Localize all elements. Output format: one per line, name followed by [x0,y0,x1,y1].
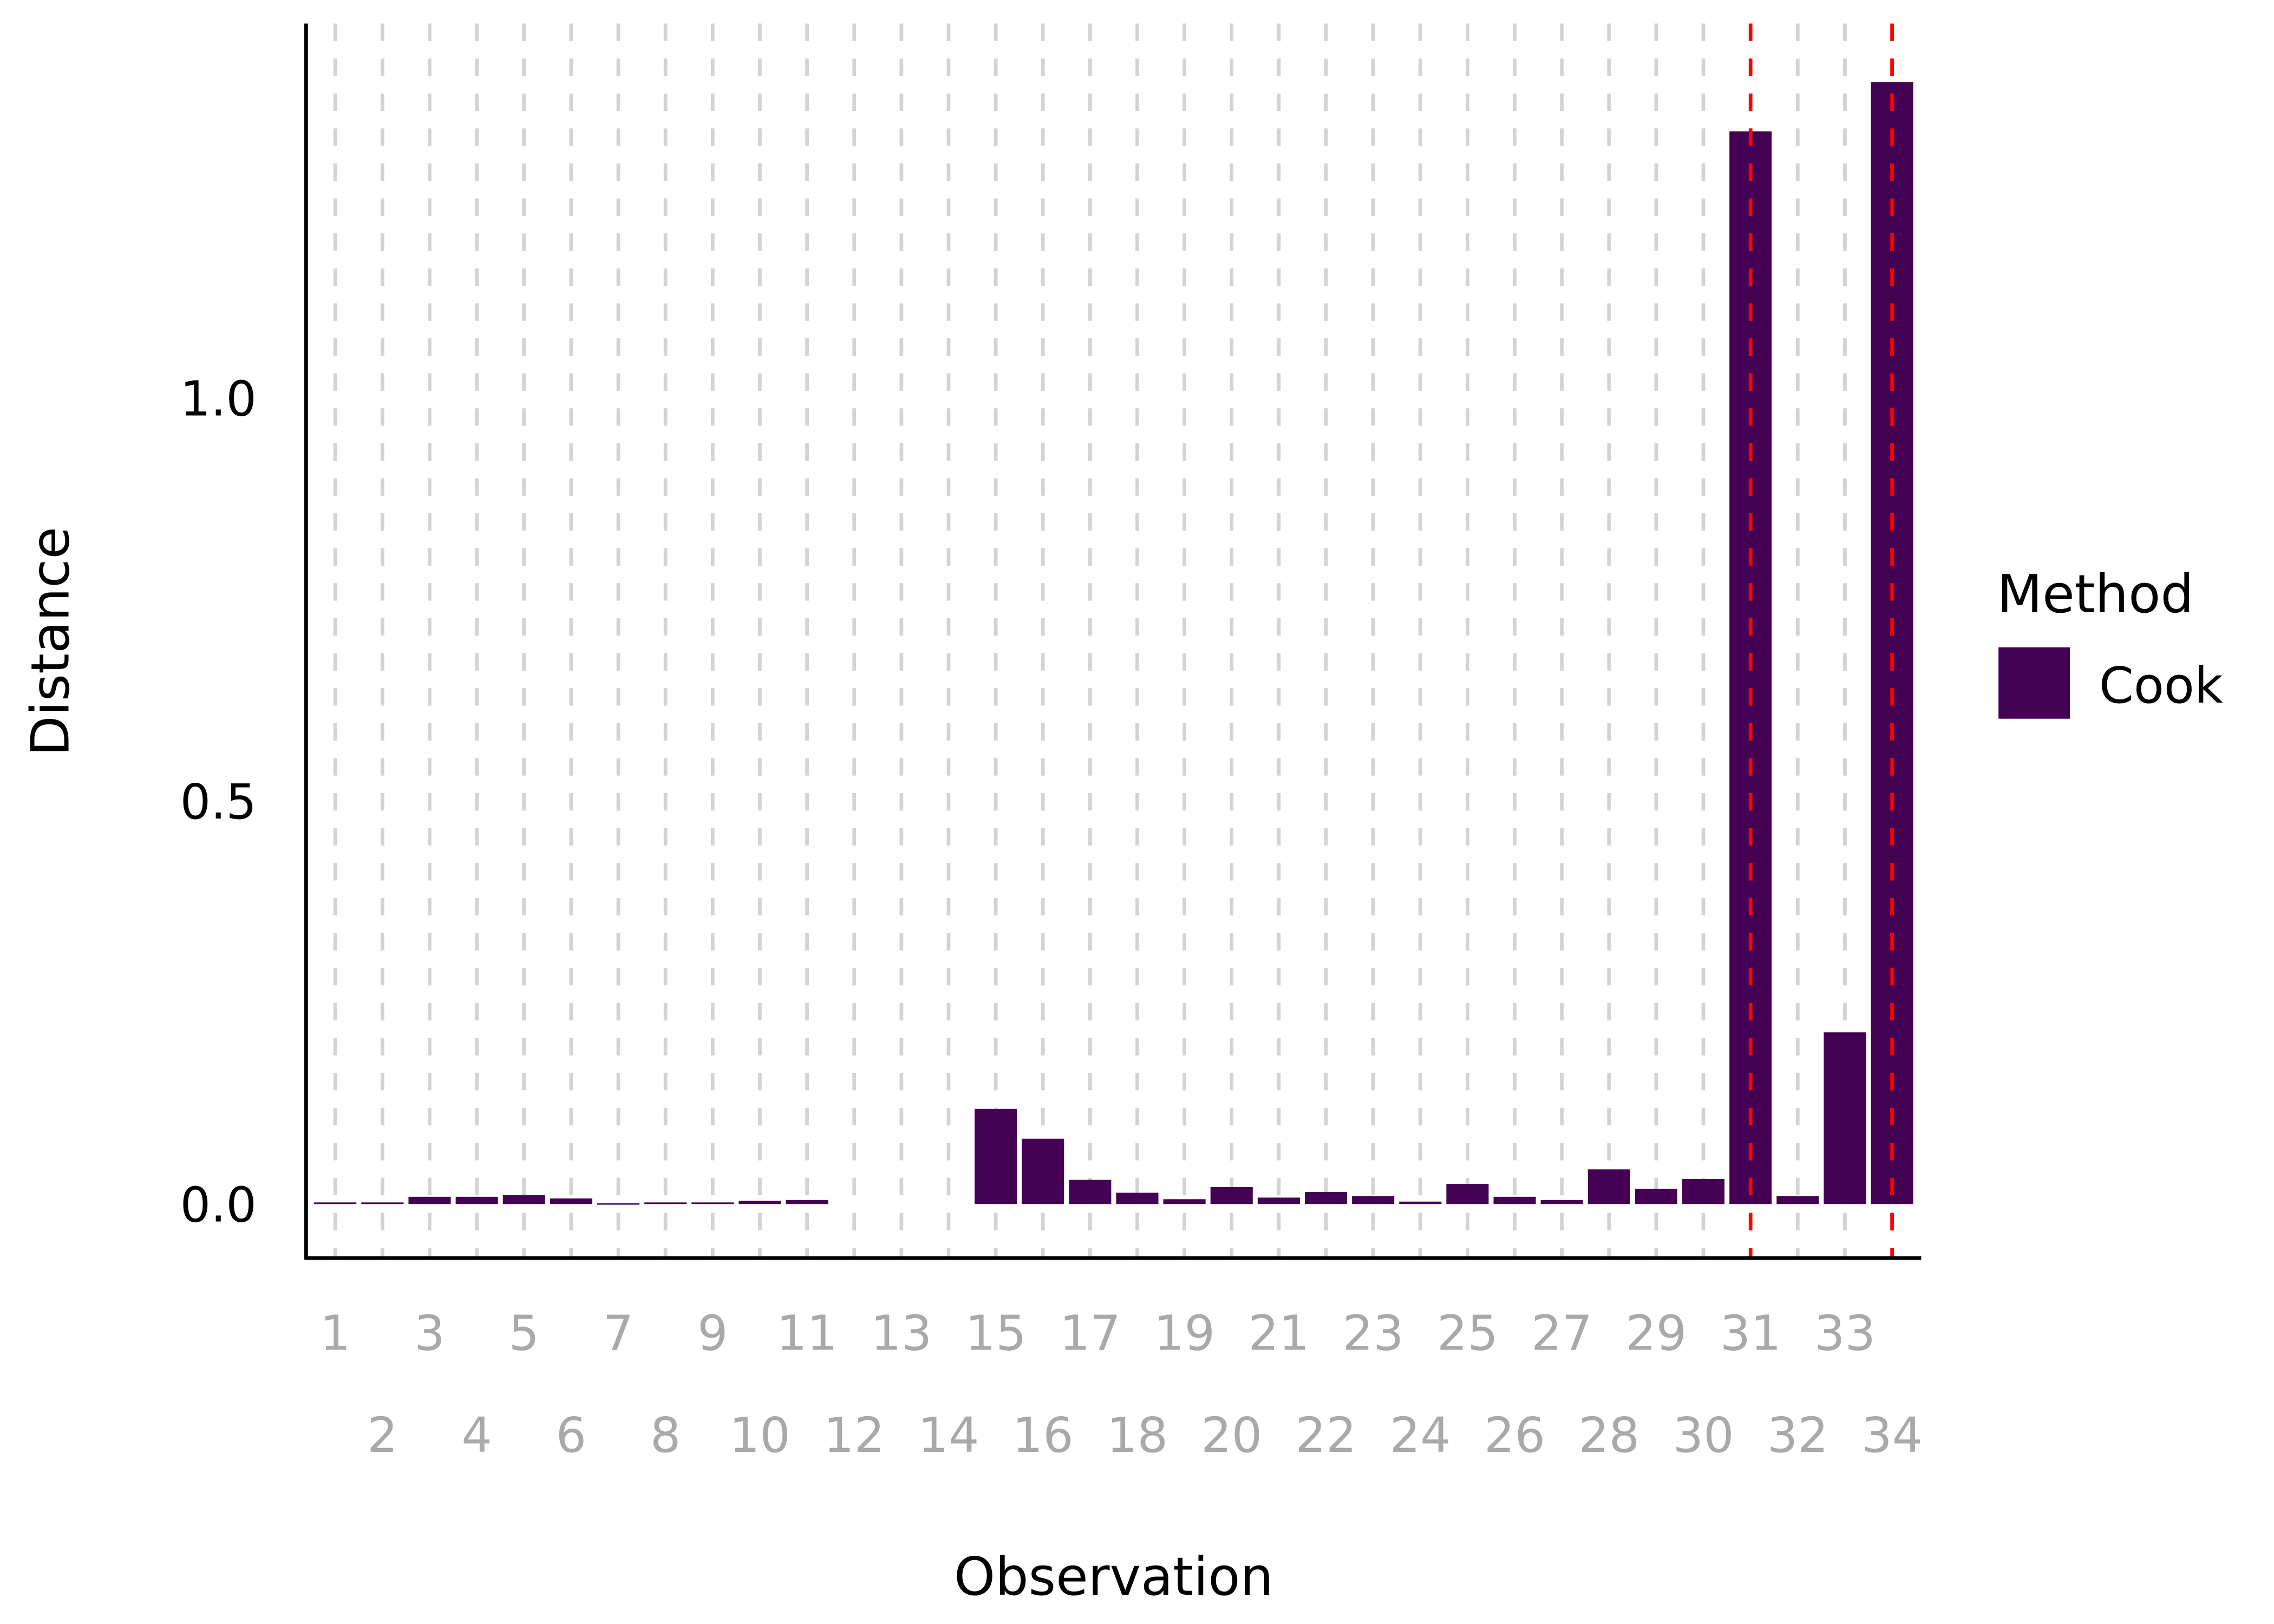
x-tick-label-21: 21 [1248,1305,1309,1361]
x-tick-label-29: 29 [1625,1305,1687,1361]
bar-21 [1257,1197,1300,1204]
y-tick-label-0.5: 0.5 [180,774,257,830]
legend-swatch-cook [1998,647,2070,719]
gridlines [333,23,1894,1258]
bar-25 [1446,1184,1489,1204]
bar-15 [975,1109,1017,1204]
bar-30 [1682,1179,1725,1204]
x-tick-label-20: 20 [1201,1407,1262,1463]
bar-11 [786,1200,828,1204]
x-tick-label-2: 2 [367,1407,398,1463]
x-tick-label-23: 23 [1343,1305,1404,1361]
bar-32 [1776,1196,1819,1204]
x-tick-label-14: 14 [918,1407,979,1463]
x-tick-labels: 1234567891011121314151617181920212223242… [320,1305,1923,1463]
y-tick-label-0.0: 0.0 [180,1177,257,1233]
x-tick-label-3: 3 [414,1305,445,1361]
bar-24 [1399,1201,1442,1204]
bar-29 [1635,1188,1677,1204]
legend: Method Cook [1997,564,2223,719]
bar-7 [597,1203,640,1205]
x-tick-label-4: 4 [461,1407,492,1463]
bar-28 [1587,1169,1630,1204]
x-axis-title: Observation [954,1546,1273,1607]
x-tick-label-10: 10 [729,1407,790,1463]
x-tick-label-32: 32 [1767,1407,1828,1463]
x-tick-label-24: 24 [1390,1407,1451,1463]
x-tick-label-11: 11 [776,1305,838,1361]
legend-label-cook: Cook [2099,657,2223,715]
x-tick-label-19: 19 [1154,1305,1215,1361]
bar-9 [691,1202,734,1204]
y-tick-labels: 0.0 0.5 1.0 [180,371,257,1233]
x-tick-label-13: 13 [871,1305,932,1361]
bar-33 [1824,1032,1866,1204]
x-tick-label-12: 12 [824,1407,885,1463]
bar-6 [550,1198,592,1204]
bar-17 [1069,1180,1112,1204]
x-tick-label-1: 1 [320,1305,351,1361]
x-tick-label-34: 34 [1861,1407,1923,1463]
bar-19 [1163,1199,1206,1204]
x-tick-label-27: 27 [1531,1305,1592,1361]
bar-23 [1352,1196,1395,1204]
bar-4 [455,1196,498,1204]
bar-10 [739,1201,781,1204]
x-tick-label-9: 9 [697,1305,728,1361]
x-tick-label-33: 33 [1814,1305,1876,1361]
x-tick-label-6: 6 [556,1407,587,1463]
x-tick-label-17: 17 [1060,1305,1121,1361]
x-tick-label-22: 22 [1296,1407,1357,1463]
x-tick-label-25: 25 [1437,1305,1498,1361]
x-tick-label-18: 18 [1107,1407,1168,1463]
x-tick-label-28: 28 [1578,1407,1639,1463]
x-tick-label-31: 31 [1720,1305,1781,1361]
bar-26 [1493,1196,1536,1204]
y-tick-label-1.0: 1.0 [180,371,257,427]
x-tick-label-30: 30 [1673,1407,1734,1463]
bar-1 [314,1202,357,1204]
x-tick-label-5: 5 [509,1305,540,1361]
x-tick-label-16: 16 [1012,1407,1074,1463]
x-tick-label-8: 8 [650,1407,681,1463]
y-axis-title: Distance [20,527,81,756]
legend-title: Method [1997,564,2193,625]
bar-18 [1116,1193,1159,1204]
bar-2 [361,1202,404,1204]
x-tick-label-7: 7 [603,1305,634,1361]
bar-16 [1022,1138,1064,1204]
x-tick-label-15: 15 [965,1305,1027,1361]
x-tick-label-26: 26 [1484,1407,1545,1463]
bar-27 [1540,1200,1583,1204]
bar-8 [644,1202,687,1204]
bar-22 [1304,1191,1348,1204]
bar-3 [408,1196,451,1204]
bar-5 [502,1195,545,1204]
highlight-lines [1748,23,1894,1258]
bar-20 [1210,1187,1253,1204]
bars [314,82,1913,1205]
